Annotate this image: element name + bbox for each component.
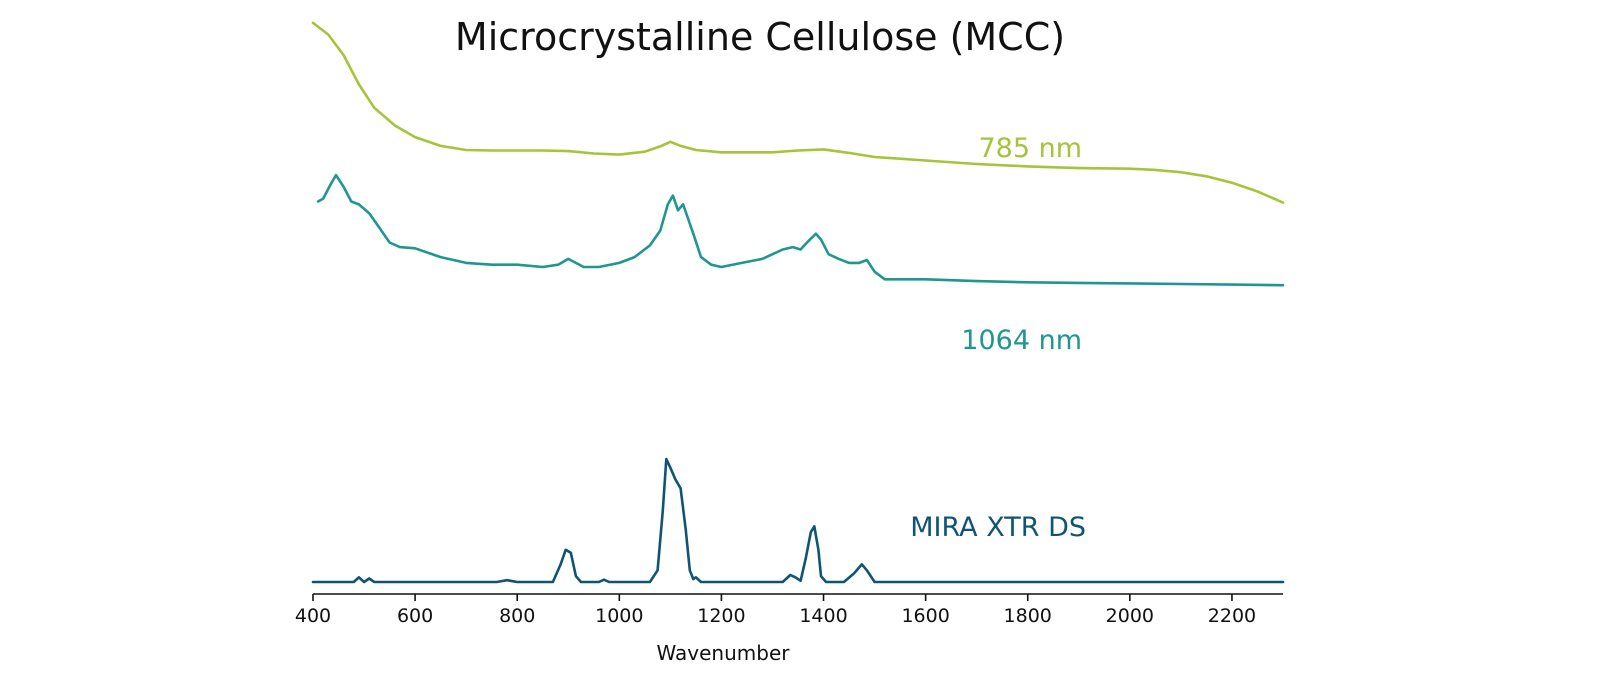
series-line-2 xyxy=(311,457,1285,584)
x-tick-label: 800 xyxy=(499,605,535,627)
series-layer xyxy=(311,21,1285,584)
x-tick-label: 2200 xyxy=(1208,605,1256,627)
x-tick-label: 1000 xyxy=(595,605,643,627)
x-axis-label: Wavenumber xyxy=(657,641,791,665)
x-tick-label: 1800 xyxy=(1004,605,1052,627)
x-tick-label: 1600 xyxy=(901,605,949,627)
x-tick-label: 1400 xyxy=(799,605,847,627)
x-tick-label: 600 xyxy=(397,605,433,627)
series-line-0 xyxy=(311,21,1285,204)
chart-title: Microcrystalline Cellulose (MCC) xyxy=(455,15,1065,59)
x-tick-label: 400 xyxy=(295,605,331,627)
series-label-0: 785 nm xyxy=(978,133,1082,164)
series-label-1: 1064 nm xyxy=(961,325,1082,356)
x-tick-label: 2000 xyxy=(1106,605,1154,627)
x-axis-ticks: 400 600 800 1000 1200 1400 1600 1800 2000 2200 xyxy=(295,594,1256,627)
series-line-1 xyxy=(316,173,1285,287)
series-labels: 785 nm 1064 nm MIRA XTR DS xyxy=(910,133,1086,543)
series-label-2: MIRA XTR DS xyxy=(910,512,1086,543)
x-tick-label: 1200 xyxy=(697,605,745,627)
